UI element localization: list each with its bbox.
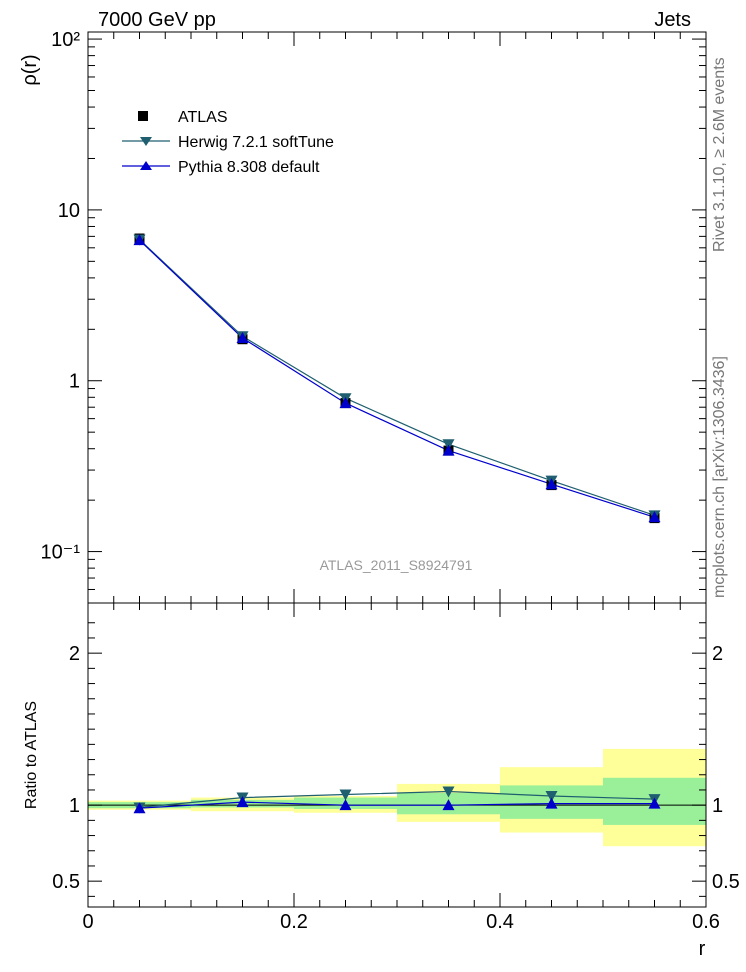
- legend-herwig-label: Herwig 7.2.1 softTune: [178, 134, 334, 151]
- ratio-y-axis-title: Ratio to ATLAS: [23, 701, 40, 809]
- herwig-line: [139, 239, 655, 516]
- pythia-line: [139, 239, 655, 518]
- pythia-point: [442, 444, 455, 456]
- legend-atlas-marker: [138, 111, 148, 121]
- pythia-point: [648, 511, 661, 523]
- pythia-point: [236, 331, 249, 343]
- top-y-tick-label: 10²: [51, 29, 80, 51]
- pythia-point: [133, 234, 146, 246]
- legend-herwig-marker: [140, 137, 152, 146]
- x-tick-label: 0.4: [486, 911, 514, 933]
- ratio-pythia-point: [545, 797, 558, 809]
- ratio-y-tick-label: 0.5: [52, 871, 80, 893]
- pythia-point: [339, 397, 352, 409]
- x-tick-label: 0.6: [692, 911, 720, 933]
- ratio-y-tick-label: 2: [69, 643, 80, 665]
- legend-pythia-marker: [140, 161, 152, 170]
- ratio-y-tick-label-right: 2: [712, 643, 723, 665]
- plot-layer: 10⁻¹ 1 10 10² 0 0.2 0.4 0.6 0.5 0.5 1 1 2 2: [41, 29, 740, 933]
- x-axis-title: r: [699, 938, 706, 960]
- legend-atlas-label: ATLAS: [178, 109, 228, 126]
- ratio-herwig-point: [442, 786, 455, 798]
- ratio-pythia-point: [236, 796, 249, 808]
- pythia-point: [545, 478, 558, 490]
- top-y-tick-label: 1: [69, 371, 80, 393]
- top-y-axis-title: ρ(r): [19, 54, 41, 85]
- analysis-watermark: ATLAS_2011_S8924791: [320, 557, 473, 573]
- top-y-tick-label: 10: [58, 200, 80, 222]
- ratio-pythia-point: [339, 799, 352, 811]
- ratio-pythia-line: [139, 801, 655, 809]
- header-left-title: 7000 GeV pp: [98, 9, 216, 31]
- ratio-y-tick-label: 1: [69, 795, 80, 817]
- ratio-y-tick-label-right: 0.5: [712, 871, 740, 893]
- ratio-herwig-point: [339, 789, 352, 801]
- ratio-pythia-point: [648, 797, 661, 809]
- source-text: mcplots.cern.ch [arXiv:1306.3436]: [711, 356, 728, 598]
- header-right-title: Jets: [654, 9, 691, 31]
- ratio-pythia-point: [133, 802, 146, 814]
- top-y-tick-label: 10⁻¹: [41, 542, 81, 564]
- ratio-pythia-point: [442, 799, 455, 811]
- x-tick-label: 0.2: [280, 911, 308, 933]
- x-tick-label: 0: [82, 911, 93, 933]
- legend: ATLAS Herwig 7.2.1 softTune Pythia 8.308…: [122, 109, 334, 176]
- ratio-y-tick-label-right: 1: [712, 795, 723, 817]
- legend-pythia-label: Pythia 8.308 default: [178, 159, 320, 176]
- rivet-version-text: Rivet 3.1.10, ≥ 2.6M events: [711, 57, 728, 252]
- ratio-herwig-point: [545, 791, 558, 803]
- ratio-herwig-line: [139, 790, 655, 808]
